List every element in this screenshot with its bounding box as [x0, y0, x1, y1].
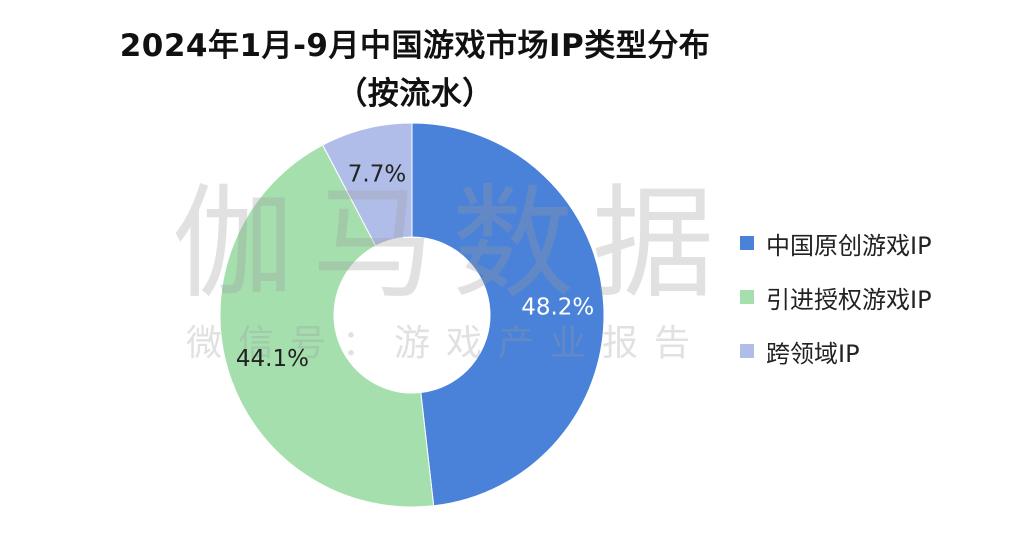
legend-swatch [740, 290, 754, 304]
chart-subtitle: （按流水） [336, 76, 494, 112]
legend-label: 引进授权游戏IP [766, 285, 932, 314]
data-labels: 48.2% 44.1% 7.7% [236, 161, 594, 372]
legend-label: 跨领域IP [766, 339, 860, 368]
legend-item: 中国原创游戏IP [740, 226, 932, 260]
donut-slice [219, 144, 435, 508]
data-label: 48.2% [521, 295, 594, 321]
watermark-sub-text: 微信号：游戏产业报告 [186, 323, 706, 364]
watermark-main-text: 伽马数据 [172, 173, 732, 315]
legend-swatch [740, 236, 754, 250]
watermark: 伽马数据 微信号：游戏产业报告 [172, 173, 732, 364]
legend-label: 中国原创游戏IP [766, 231, 932, 260]
chart-legend: 中国原创游戏IP 引进授权游戏IP 跨领域IP [740, 226, 932, 388]
legend-item: 引进授权游戏IP [740, 280, 932, 314]
legend-swatch [740, 344, 754, 358]
legend-item: 跨领域IP [740, 334, 932, 368]
donut-slice [322, 122, 413, 247]
donut-slices [219, 122, 605, 508]
data-label: 44.1% [236, 346, 309, 372]
donut-slice [411, 122, 605, 507]
data-label: 7.7% [348, 161, 406, 187]
chart-title: 2024年1月-9月中国游戏市场IP类型分布 [119, 28, 711, 64]
